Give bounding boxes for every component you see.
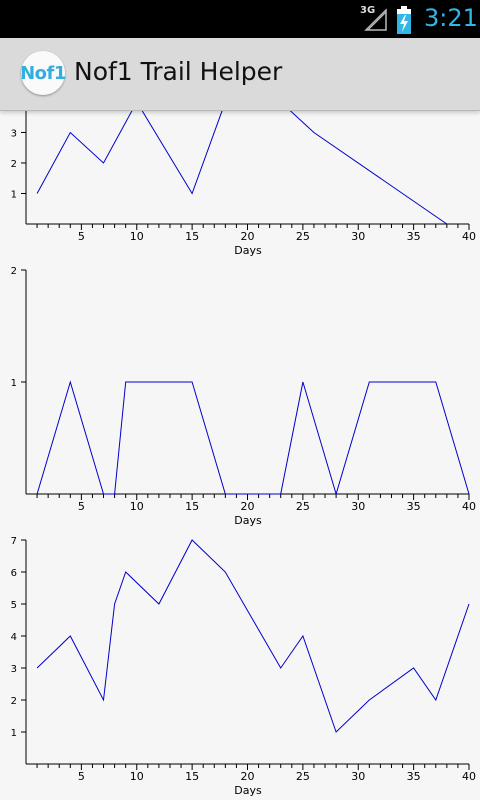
y-tick-label: 4 — [11, 632, 17, 643]
action-bar: Nof1 Nof1 Trail Helper — [0, 38, 480, 111]
series-line — [36, 100, 448, 225]
x-tick-label: 5 — [78, 500, 85, 513]
y-tick-label: 1 — [11, 378, 17, 389]
y-tick-label: 3 — [11, 128, 17, 139]
y-tick-label: 7 — [11, 536, 17, 547]
x-tick-label: 5 — [78, 770, 85, 783]
y-tick-label: 2 — [11, 266, 17, 277]
x-tick-label: 40 — [462, 770, 476, 783]
x-axis-label: Days — [234, 784, 262, 797]
x-tick-label: 25 — [296, 230, 310, 243]
x-tick-label: 10 — [130, 500, 144, 513]
y-tick-label: 1 — [11, 189, 17, 200]
chart-2: 5 10 15 20 25 30 35 40 1 2 Days — [11, 266, 476, 527]
y-tick-label: 5 — [11, 600, 17, 611]
x-axis-label: Days — [234, 514, 262, 527]
x-tick-label: 35 — [407, 230, 421, 243]
x-tick-label: 25 — [296, 770, 310, 783]
status-clock: 3:21 — [424, 4, 478, 32]
battery-charging-icon — [397, 6, 411, 34]
app-icon[interactable]: Nof1 — [20, 51, 66, 95]
signal-icon — [364, 8, 387, 31]
x-tick-label: 15 — [185, 500, 199, 513]
y-tick-label: 2 — [11, 159, 17, 170]
x-tick-label: 10 — [130, 230, 144, 243]
x-tick-label: 20 — [241, 770, 255, 783]
series-line — [36, 539, 470, 733]
x-tick-label: 30 — [351, 500, 365, 513]
x-tick-label: 35 — [407, 770, 421, 783]
y-tick-label: 6 — [11, 568, 17, 579]
status-bar: 3G 3:21 — [0, 0, 480, 38]
series-line — [36, 380, 470, 496]
x-tick-label: 15 — [185, 230, 199, 243]
x-tick-label: 20 — [241, 230, 255, 243]
network-type: 3G — [360, 5, 376, 16]
x-tick-label: 40 — [462, 230, 476, 243]
x-tick-label: 35 — [407, 500, 421, 513]
x-tick-label: 15 — [185, 770, 199, 783]
chart-3: 5 10 15 20 25 30 35 40 1 2 3 4 5 6 7 Days — [11, 536, 476, 797]
chart-1: 5 10 15 20 25 30 35 40 1 2 3 Days — [11, 100, 476, 257]
y-tick-label: 3 — [11, 664, 17, 675]
x-tick-label: 10 — [130, 770, 144, 783]
app-title: Nof1 Trail Helper — [74, 57, 283, 86]
app-icon-label: Nof1 — [20, 62, 66, 84]
x-axis-label: Days — [234, 244, 262, 257]
x-tick-label: 40 — [462, 500, 476, 513]
y-tick-label: 1 — [11, 728, 17, 739]
x-tick-label: 25 — [296, 500, 310, 513]
x-tick-label: 30 — [351, 770, 365, 783]
y-tick-label: 2 — [11, 696, 17, 707]
x-tick-label: 5 — [78, 230, 85, 243]
x-tick-label: 20 — [241, 500, 255, 513]
x-tick-label: 30 — [351, 230, 365, 243]
